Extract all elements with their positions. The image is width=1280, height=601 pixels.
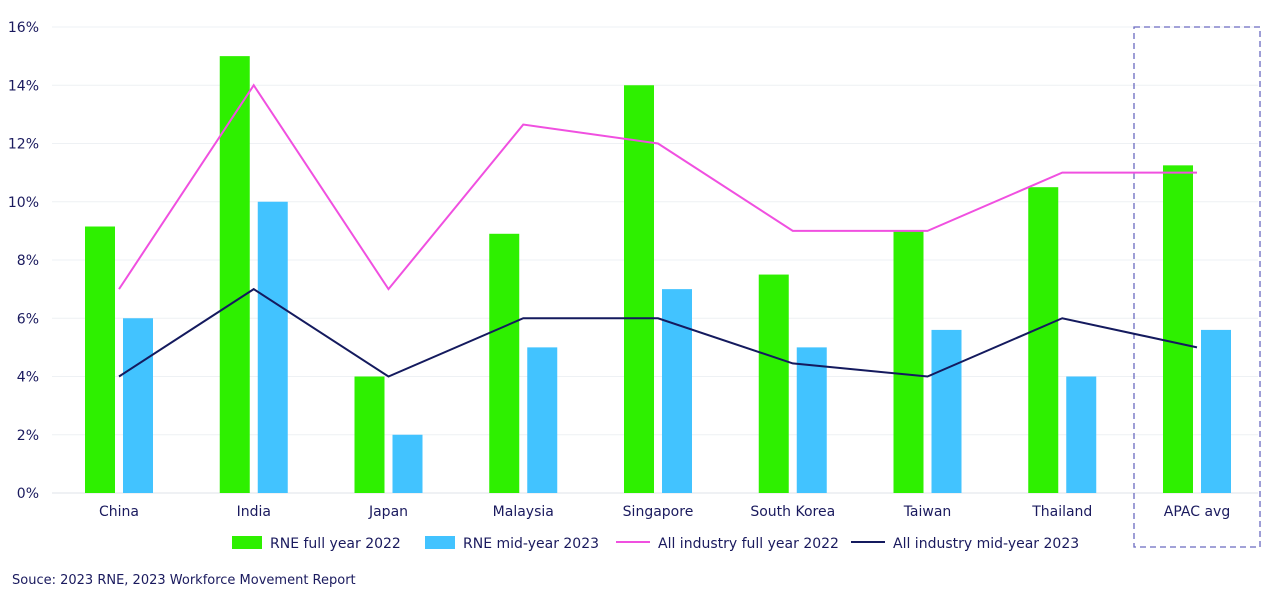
highlight-box bbox=[1133, 26, 1261, 548]
bar-rne-full-year-2022 bbox=[1163, 165, 1193, 493]
legend-label: All industry full year 2022 bbox=[658, 536, 839, 552]
legend-swatch bbox=[425, 536, 455, 549]
bar-rne-mid-year-2023 bbox=[931, 329, 962, 493]
bar-rne-mid-year-2023 bbox=[123, 318, 153, 493]
bar-rne-full-year-2022 bbox=[85, 226, 115, 493]
bar-rne-full-year-2022 bbox=[354, 376, 385, 493]
line-all-industry-full-year-2022 bbox=[118, 83, 1197, 291]
y-tick-label: 6% bbox=[17, 311, 39, 327]
bar-rne-full-year-2022 bbox=[624, 85, 654, 493]
bar-rne-full-year-2022 bbox=[893, 230, 924, 493]
line-all-industry-mid-year-2023 bbox=[118, 287, 1198, 378]
x-tick-label: Taiwan bbox=[903, 504, 952, 520]
x-tick-label: India bbox=[237, 504, 271, 520]
bar-rne-full-year-2022 bbox=[489, 233, 520, 493]
bar-rne-full-year-2022 bbox=[1028, 187, 1059, 493]
x-tick-label: Thailand bbox=[1031, 504, 1092, 520]
legend-label: RNE full year 2022 bbox=[270, 536, 401, 552]
y-tick-label: 4% bbox=[17, 370, 39, 386]
y-tick-label: 2% bbox=[17, 428, 39, 444]
bar-rne-full-year-2022 bbox=[219, 56, 250, 493]
bar-rne-full-year-2022 bbox=[758, 274, 789, 493]
x-tick-label: China bbox=[99, 504, 139, 520]
bar-rne-mid-year-2023 bbox=[796, 347, 827, 493]
legend-label: RNE mid-year 2023 bbox=[463, 536, 599, 552]
x-tick-label: Singapore bbox=[623, 504, 694, 520]
legend-swatch bbox=[232, 536, 262, 549]
source-note: Souce: 2023 RNE, 2023 Workforce Movement… bbox=[12, 573, 356, 588]
y-tick-label: 10% bbox=[8, 195, 39, 211]
y-tick-label: 0% bbox=[17, 486, 39, 502]
bar-rne-mid-year-2023 bbox=[392, 434, 423, 493]
bar-rne-mid-year-2023 bbox=[527, 347, 558, 493]
bar-rne-mid-year-2023 bbox=[662, 289, 692, 493]
y-tick-label: 8% bbox=[17, 253, 39, 269]
bar-rne-mid-year-2023 bbox=[257, 201, 288, 493]
x-tick-label: Malaysia bbox=[493, 504, 554, 520]
y-tick-label: 14% bbox=[8, 78, 39, 94]
x-tick-label: Japan bbox=[368, 504, 408, 520]
bar-rne-mid-year-2023 bbox=[1201, 329, 1231, 493]
y-tick-label: 12% bbox=[8, 137, 39, 153]
bar-rne-mid-year-2023 bbox=[1066, 376, 1097, 493]
x-tick-label: South Korea bbox=[750, 504, 835, 520]
x-tick-label: APAC avg bbox=[1164, 504, 1230, 520]
legend-label: All industry mid-year 2023 bbox=[893, 536, 1079, 552]
y-tick-label: 16% bbox=[8, 20, 39, 36]
